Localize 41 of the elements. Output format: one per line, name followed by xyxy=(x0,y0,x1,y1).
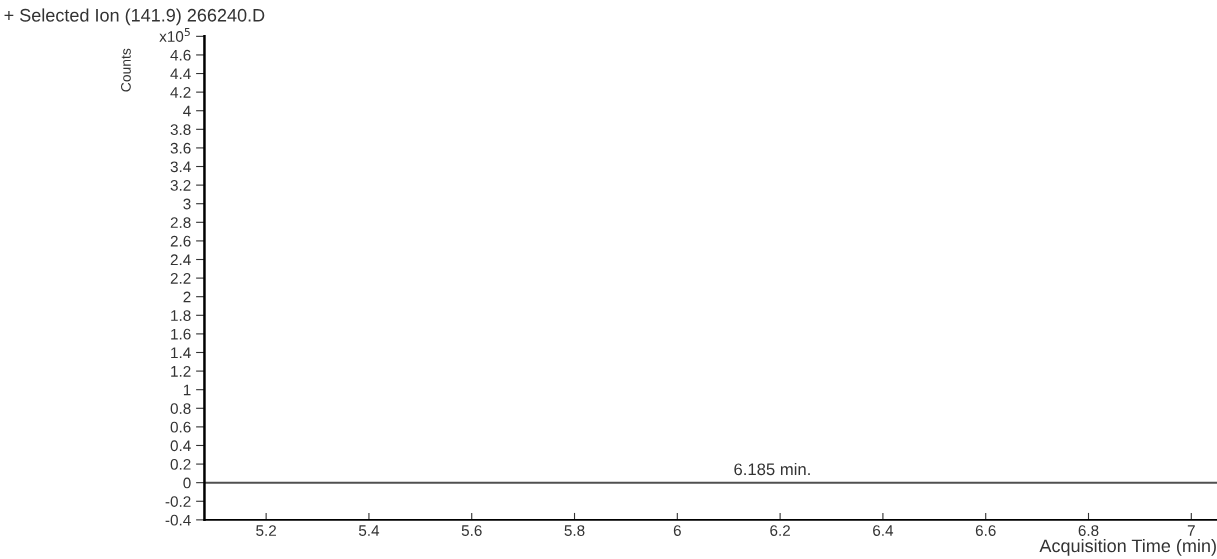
y-tick-label: -0.2 xyxy=(165,496,191,507)
y-tick-label: 2.2 xyxy=(170,272,191,284)
x-tick-label: 6.2 xyxy=(770,525,790,536)
y-tick-label: 3.8 xyxy=(170,124,191,136)
y-tick-label: 3.6 xyxy=(170,142,191,154)
x-tick-label: 6 xyxy=(673,525,681,536)
x-tick-label: 6.6 xyxy=(975,525,996,536)
y-tick-label: 4.2 xyxy=(170,87,191,98)
y-axis-title: Counts xyxy=(121,48,131,92)
y-tick-label: 2 xyxy=(183,291,191,303)
y-tick-label: x10$^{5}$ xyxy=(159,28,190,42)
y-tick-label: 2.8 xyxy=(170,217,191,228)
y-tick-label: -0.4 xyxy=(165,514,191,526)
y-tick-label: 1.2 xyxy=(171,365,191,377)
y-tick-label: 0.6 xyxy=(170,421,191,433)
y-tick-label: 3 xyxy=(183,198,191,210)
x-tick-label: 6.4 xyxy=(873,525,894,536)
annotation: 6.185 min. xyxy=(734,462,810,476)
x-tick-label: 6.8 xyxy=(1078,525,1099,536)
y-tick-label: 4.4 xyxy=(170,68,191,80)
x-axis-title: Acquisition Time (min) xyxy=(1039,538,1216,556)
y-tick-label: 4.6 xyxy=(170,49,191,61)
chart-title: + Selected Ion (141.9) 266240.D xyxy=(4,8,265,26)
y-tick-label: 0 xyxy=(183,477,191,489)
y-tick-label: 2.4 xyxy=(170,254,191,266)
y-tick-label: 0.8 xyxy=(170,403,191,414)
y-tick-label: 2.6 xyxy=(170,235,191,247)
x-tick-label: 7 xyxy=(1187,525,1195,536)
y-tick-label: 3.2 xyxy=(170,179,191,191)
y-tick-label: 0.2 xyxy=(170,458,191,470)
y-tick-label: 1.8 xyxy=(171,310,191,321)
y-tick-label: 3.4 xyxy=(170,161,191,173)
y-tick-label: 1.4 xyxy=(171,347,191,359)
x-tick-label: 5.4 xyxy=(358,525,380,536)
x-tick-label: 5.2 xyxy=(256,525,276,536)
y-tick-label: 4 xyxy=(183,105,191,117)
x-tick-label: 5.6 xyxy=(461,525,482,536)
y-tick-label: 1 xyxy=(183,384,191,396)
y-tick-label: 0.4 xyxy=(170,440,191,452)
y-tick-label: 1.6 xyxy=(171,328,191,340)
x-tick-label: 5.8 xyxy=(564,525,585,536)
